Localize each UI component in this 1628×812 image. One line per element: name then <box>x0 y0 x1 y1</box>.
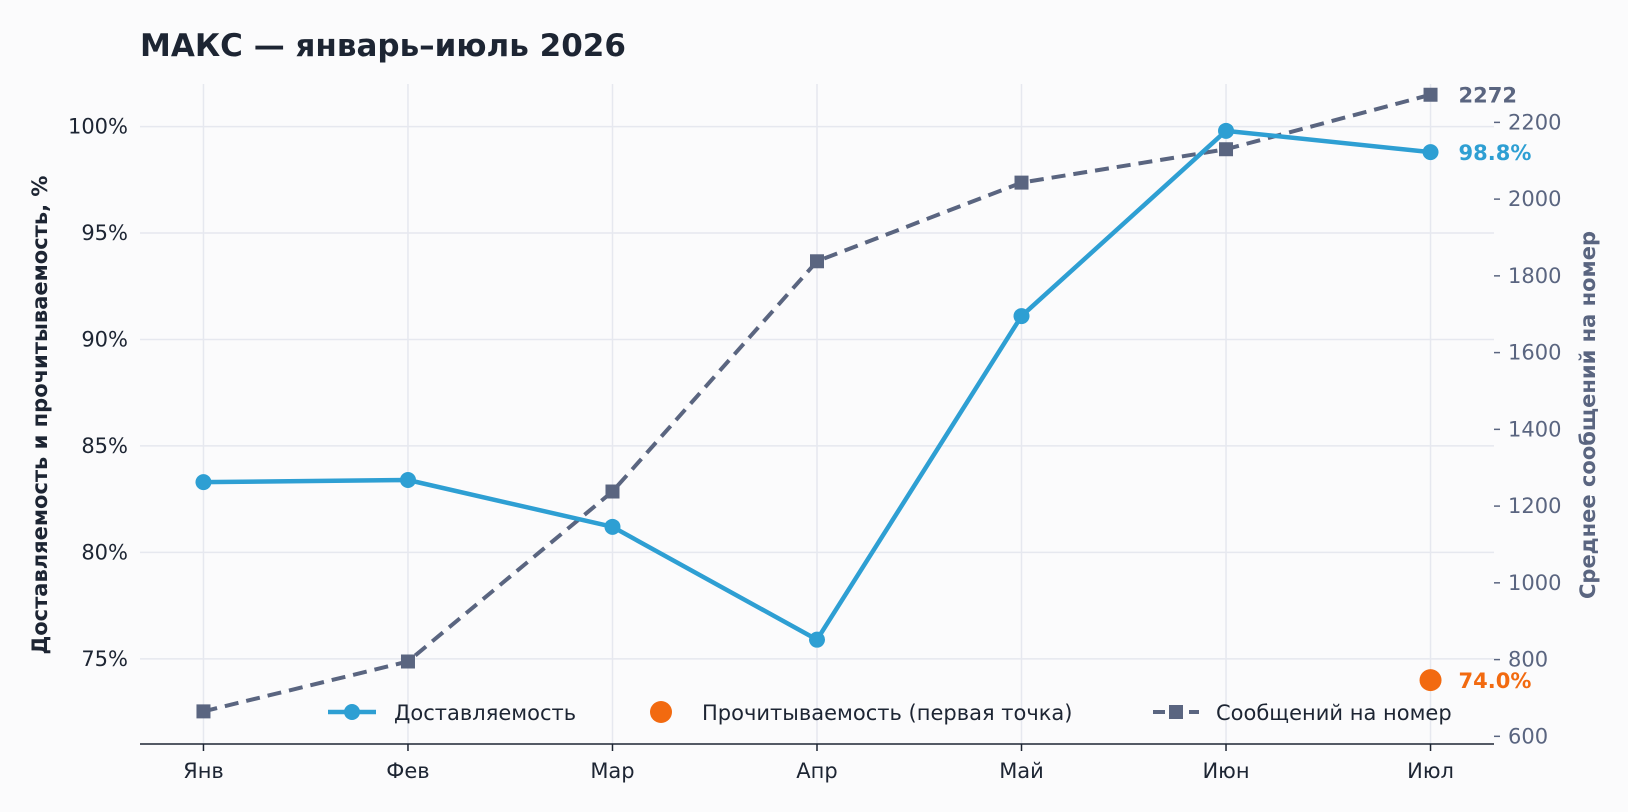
x-tick-label: Июн <box>1202 759 1249 783</box>
x-tick-label: Июл <box>1407 759 1454 783</box>
delivery-point <box>1013 308 1030 325</box>
y2-axis-label: Среднее сообщений на номер <box>1576 231 1600 599</box>
messages-point <box>1219 142 1234 157</box>
y-tick-label: 75% <box>81 647 128 671</box>
legend-messages-marker <box>1169 705 1183 719</box>
y2-tick-label: 1600 <box>1508 341 1561 365</box>
y-tick-label: 100% <box>68 115 128 139</box>
y2-tick-label: 2000 <box>1508 187 1561 211</box>
y2-tick-label: 1800 <box>1508 264 1561 288</box>
y-tick-label: 80% <box>81 540 128 564</box>
y-tick-label: 85% <box>81 434 128 458</box>
chart-title: МАКС — январь–июль 2026 <box>140 28 626 64</box>
x-tick-label: Фев <box>386 759 429 783</box>
labels: 2272 98.8% 74.0% <box>1459 84 1532 693</box>
x-tick-label: Мар <box>590 759 634 783</box>
messages-point <box>1014 175 1029 190</box>
y2-tick-label: 1000 <box>1508 571 1561 595</box>
messages-point <box>400 654 415 669</box>
y2-tick-label: 1200 <box>1508 494 1561 518</box>
y2-tick-label: 800 <box>1508 648 1548 672</box>
legend-delivery-marker <box>344 704 360 720</box>
delivery-point <box>604 518 621 535</box>
x-tick-label: Янв <box>183 759 224 783</box>
legend-read-label: Прочитываемость (первая точка) <box>702 701 1072 725</box>
y-tick-label: 95% <box>81 221 128 245</box>
y-axis-label: Доставляемость и прочитываемость, % <box>28 176 52 655</box>
grid <box>140 84 1494 744</box>
legend-messages-label: Сообщений на номер <box>1216 701 1452 725</box>
delivery-point <box>399 472 416 488</box>
messages-point <box>1423 87 1438 102</box>
messages-end-label: 2272 <box>1459 84 1517 108</box>
delivery-point <box>1422 144 1439 161</box>
messages-point <box>810 254 824 269</box>
delivery-point <box>195 474 212 491</box>
read-point <box>1419 669 1442 692</box>
read-end-label: 74.0% <box>1459 669 1532 693</box>
x-tick-label: Апр <box>796 759 837 783</box>
delivery-end-label: 98.8% <box>1459 141 1532 165</box>
y2-tick-label: 1400 <box>1508 417 1561 441</box>
y2-tick-label: 2200 <box>1508 110 1561 134</box>
y2-tick-label: 600 <box>1508 724 1548 748</box>
series <box>195 87 1442 719</box>
delivery-point <box>1218 122 1235 139</box>
messages-point <box>605 484 620 499</box>
legend-read-marker <box>650 701 672 723</box>
legend: Доставляемость Прочитываемость (первая то… <box>328 701 1452 725</box>
messages-point <box>196 704 211 719</box>
axes: Янв Фев Мар Апр Май Июн Июл 75% 80% 85% 90% 95% 100%… <box>68 110 1562 783</box>
legend-delivery-label: Доставляемость <box>394 701 576 725</box>
x-tick-label: Май <box>999 759 1044 783</box>
delivery-point <box>809 631 825 648</box>
y-tick-label: 90% <box>81 327 128 351</box>
